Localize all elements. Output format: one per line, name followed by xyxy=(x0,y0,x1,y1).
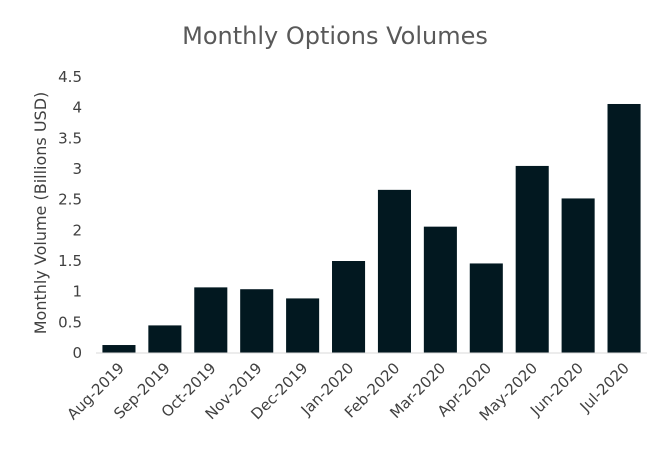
bars xyxy=(102,103,641,353)
bar xyxy=(332,261,366,353)
y-tick-label: 3 xyxy=(72,160,82,178)
bar xyxy=(286,298,320,353)
bar xyxy=(377,189,411,353)
y-tick-label: 0 xyxy=(72,344,82,362)
y-tick-label: 2 xyxy=(72,221,82,239)
y-tick-label: 3.5 xyxy=(58,129,82,147)
y-axis-ticks: 0 0.5 1 1.5 2 2.5 3 3.5 4 4.5 xyxy=(58,68,82,362)
bar xyxy=(561,198,595,353)
y-tick-label: 4.5 xyxy=(58,68,82,86)
y-tick-label: 1 xyxy=(72,283,82,301)
bar xyxy=(240,289,274,353)
bar xyxy=(515,165,549,353)
x-axis-ticks: Aug-2019Sep-2019Oct-2019Nov-2019Dec-2019… xyxy=(64,359,633,424)
y-tick-label: 1.5 xyxy=(58,252,82,270)
y-tick-label: 0.5 xyxy=(58,313,82,331)
x-tick-label: Jul-2020 xyxy=(576,359,633,416)
bar xyxy=(423,226,457,353)
y-tick-label: 4 xyxy=(72,99,82,117)
chart-title: Monthly Options Volumes xyxy=(182,22,488,50)
bar xyxy=(469,263,503,353)
y-axis-title: Monthly Volume (Billions USD) xyxy=(31,92,50,335)
bar xyxy=(194,287,228,353)
bar xyxy=(607,103,641,353)
bar xyxy=(102,345,136,353)
bar xyxy=(148,325,182,353)
y-tick-label: 2.5 xyxy=(58,191,82,209)
